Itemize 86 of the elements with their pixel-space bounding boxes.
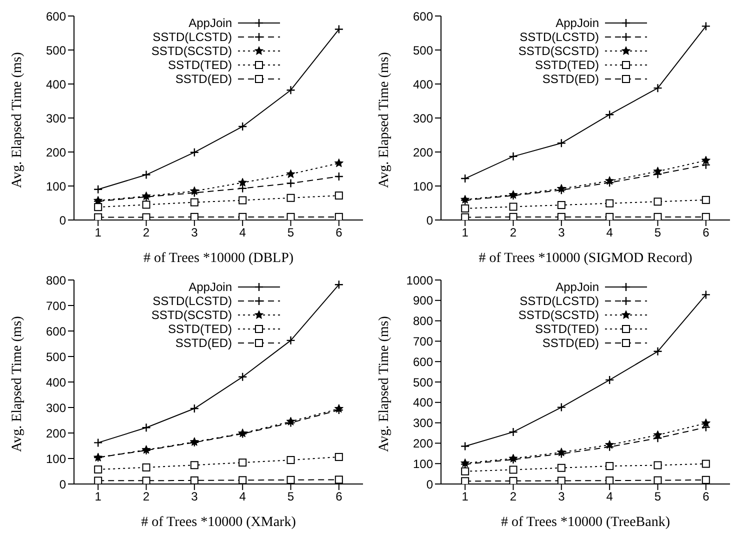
- x-tick-label: 1: [94, 226, 102, 240]
- y-tick-label: 600: [46, 324, 66, 338]
- legend-label: SSTD(LCSTD): [152, 30, 232, 44]
- y-tick-label: 400: [412, 396, 434, 410]
- y-tick-label: 100: [46, 179, 66, 194]
- x-tick-label: 2: [142, 226, 150, 240]
- y-tick-label: 700: [412, 334, 434, 348]
- x-tick-label: 1: [94, 490, 102, 504]
- legend-label: SSTD(ED): [175, 72, 232, 86]
- x-tick-label: 3: [191, 226, 198, 240]
- y-tick-label: 800: [46, 273, 66, 288]
- y-tick-label: 800: [412, 314, 434, 328]
- legend-label: AppJoin: [556, 280, 599, 294]
- y-tick-label: 200: [412, 145, 434, 160]
- x-tick-label: 6: [702, 490, 710, 504]
- legend-label: SSTD(SCSTD): [151, 308, 232, 322]
- y-tick-label: 400: [412, 77, 434, 92]
- y-axis-title: Avg. Elapsed Time (ms): [10, 52, 25, 188]
- legend-label: SSTD(ED): [175, 336, 232, 350]
- y-tick-label: 300: [46, 111, 66, 126]
- x-tick-label: 3: [558, 226, 566, 240]
- y-tick-label: 100: [412, 456, 434, 471]
- x-tick-label: 2: [142, 490, 150, 504]
- y-tick-label: 400: [46, 375, 66, 390]
- y-tick-label: 900: [412, 294, 434, 308]
- y-tick-label: 1000: [406, 273, 434, 288]
- legend-label: SSTD(TED): [168, 58, 232, 72]
- legend-label: SSTD(ED): [542, 336, 599, 350]
- legend-label: SSTD(TED): [168, 322, 232, 336]
- x-axis-title: # of Trees *10000 (SIGMOD Record): [478, 251, 693, 266]
- y-tick-label: 0: [59, 477, 66, 492]
- x-tick-label: 5: [287, 226, 294, 240]
- y-tick-label: 200: [412, 436, 434, 450]
- x-axis-title: # of Trees *10000 (XMark): [141, 515, 296, 530]
- x-axis-title: # of Trees *10000 (TreeBank): [500, 515, 670, 530]
- y-tick-label: 300: [46, 400, 66, 415]
- y-tick-label: 600: [412, 354, 434, 369]
- y-tick-label: 100: [46, 452, 66, 466]
- legend-label: SSTD(ED): [542, 72, 599, 86]
- x-tick-label: 1: [462, 226, 469, 240]
- x-tick-label: 5: [287, 490, 294, 504]
- y-tick-label: 500: [46, 350, 66, 364]
- legend-label: SSTD(LCSTD): [520, 30, 599, 44]
- y-axis-title: Avg. Elapsed Time (ms): [376, 52, 392, 188]
- x-tick-label: 6: [702, 226, 710, 240]
- x-tick-label: 5: [654, 226, 662, 240]
- legend-label: SSTD(TED): [535, 58, 599, 72]
- legend-label: SSTD(SCSTD): [151, 44, 232, 58]
- y-tick-label: 100: [412, 179, 434, 194]
- x-tick-label: 6: [336, 226, 343, 240]
- x-tick-label: 3: [191, 490, 198, 504]
- y-tick-label: 500: [412, 375, 434, 390]
- x-tick-label: 6: [336, 490, 343, 504]
- x-axis-title: # of Trees *10000 (DBLP): [143, 251, 294, 266]
- x-tick-label: 4: [606, 226, 614, 240]
- legend-label: SSTD(TED): [535, 322, 599, 336]
- legend-label: SSTD(SCSTD): [518, 44, 599, 58]
- y-tick-label: 600: [412, 9, 434, 24]
- legend-label: SSTD(SCSTD): [518, 308, 599, 322]
- y-axis-title: Avg. Elapsed Time (ms): [376, 316, 392, 452]
- y-tick-label: 0: [426, 477, 434, 492]
- x-tick-label: 5: [654, 490, 662, 504]
- x-tick-label: 4: [239, 226, 246, 240]
- y-tick-label: 200: [46, 145, 66, 160]
- x-tick-label: 2: [510, 490, 517, 504]
- x-tick-label: 4: [606, 490, 614, 504]
- y-tick-label: 0: [426, 213, 434, 228]
- x-tick-label: 2: [510, 226, 517, 240]
- y-tick-label: 0: [59, 213, 66, 228]
- legend-label: AppJoin: [556, 16, 599, 30]
- y-tick-label: 500: [412, 43, 434, 58]
- legend-label: AppJoin: [188, 16, 232, 30]
- y-tick-label: 200: [46, 426, 66, 440]
- y-tick-label: 600: [46, 9, 66, 24]
- x-tick-label: 3: [558, 490, 566, 504]
- y-tick-label: 300: [412, 416, 434, 430]
- y-tick-label: 500: [46, 43, 66, 58]
- y-tick-label: 300: [412, 111, 434, 126]
- legend-label: SSTD(LCSTD): [152, 294, 232, 308]
- y-axis-title: Avg. Elapsed Time (ms): [10, 316, 25, 452]
- y-tick-label: 700: [46, 298, 66, 313]
- legend-label: AppJoin: [188, 280, 232, 294]
- x-tick-label: 4: [239, 490, 246, 504]
- legend-label: SSTD(LCSTD): [520, 294, 599, 308]
- y-tick-label: 400: [46, 77, 66, 92]
- x-tick-label: 1: [462, 490, 469, 504]
